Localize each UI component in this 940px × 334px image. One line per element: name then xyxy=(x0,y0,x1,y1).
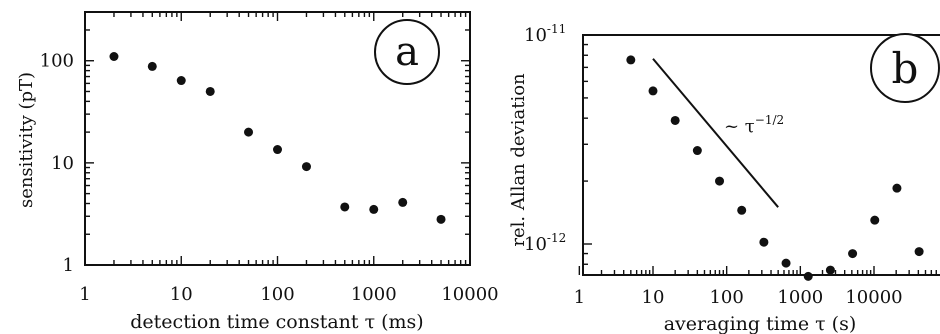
x-tick-label: 1 xyxy=(79,284,90,305)
panel-b-label-circle xyxy=(870,33,940,103)
data-point xyxy=(848,249,858,259)
panel-a-y-tick-labels: 1 10 100 xyxy=(40,51,74,276)
x-tick-label: 1000 xyxy=(351,284,397,305)
data-point xyxy=(670,115,680,125)
data-point xyxy=(205,86,215,96)
panel-b-x-axis-title: averaging time τ (s) xyxy=(664,313,857,334)
data-point xyxy=(369,204,379,214)
x-tick-label: 10000 xyxy=(845,287,902,308)
panel-b-annotation-prefix: ~ τ xyxy=(724,116,755,137)
panel-b-points xyxy=(626,55,924,281)
data-point xyxy=(176,76,186,86)
x-tick-label: 1000 xyxy=(777,287,823,308)
data-point xyxy=(781,258,791,268)
panel-a-ticks xyxy=(84,11,471,266)
data-point xyxy=(109,52,119,62)
data-point xyxy=(273,145,282,155)
y-tick-base: 10 xyxy=(524,25,547,46)
data-point xyxy=(870,215,880,225)
panel-b-x-tick-labels: 1 10 100 1000 10000 xyxy=(574,287,903,308)
data-point xyxy=(301,162,311,172)
x-tick-label: 10000 xyxy=(441,284,498,305)
panel-b-label: b xyxy=(892,44,919,93)
panel-b-slope-line xyxy=(652,58,779,208)
y-tick-label: 10-11 xyxy=(524,22,566,46)
data-point xyxy=(244,127,254,137)
y-tick-label: 100 xyxy=(40,51,74,72)
panel-a-label: a xyxy=(395,29,419,75)
panel-b-annotation: ~ τ−1/2 xyxy=(724,113,784,137)
data-point xyxy=(825,265,835,275)
data-point xyxy=(914,247,924,257)
y-tick-label: 1 xyxy=(63,255,74,276)
x-tick-label: 10 xyxy=(642,287,665,308)
x-tick-label: 100 xyxy=(260,284,294,305)
panel-b-y-axis-title: rel. Allan deviation xyxy=(508,73,529,247)
panel-b-ticks xyxy=(578,34,937,275)
data-point xyxy=(803,271,813,281)
x-tick-label: 1 xyxy=(574,287,585,308)
y-tick-label: 10-12 xyxy=(524,231,566,255)
x-tick-label: 100 xyxy=(709,287,743,308)
data-point xyxy=(892,183,902,193)
y-tick-base: 10 xyxy=(524,234,547,255)
data-point xyxy=(759,237,769,247)
panel-a-points xyxy=(109,52,446,224)
data-point xyxy=(340,202,350,212)
panel-a-label-circle xyxy=(374,19,440,85)
panel-a-x-tick-labels: 1 10 100 1000 10000 xyxy=(79,284,498,305)
data-point xyxy=(147,61,157,71)
panel-a-x-axis-title: detection time constant τ (ms) xyxy=(130,311,423,333)
y-tick-label: 10 xyxy=(51,153,74,174)
data-point xyxy=(436,214,446,224)
data-point xyxy=(626,55,636,65)
data-point xyxy=(737,205,747,215)
panel-a: 1 10 100 1000 10000 1 10 100 detection time co… xyxy=(16,11,499,333)
data-point xyxy=(398,197,408,207)
data-point xyxy=(715,176,725,186)
data-point xyxy=(648,86,658,96)
panel-b-annotation-exponent: −1/2 xyxy=(755,113,784,127)
panel-a-y-axis-title: sensitivity (pT) xyxy=(16,72,37,208)
y-tick-exponent: -11 xyxy=(547,22,566,36)
x-tick-label: 10 xyxy=(170,284,193,305)
data-point xyxy=(692,146,702,156)
y-tick-exponent: -12 xyxy=(547,231,566,245)
